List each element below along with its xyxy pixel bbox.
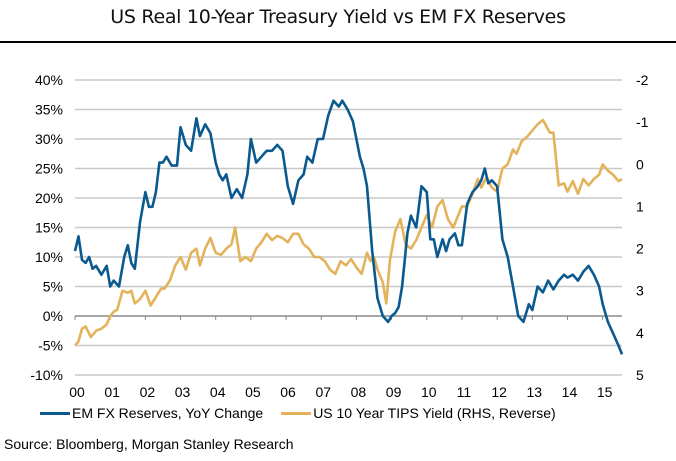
source-note: Source: Bloomberg, Morgan Stanley Resear…	[4, 436, 294, 452]
left-axis-tick-label: 0%	[43, 308, 63, 324]
legend-swatch-tips	[281, 411, 312, 415]
left-axis-tick-label: 15%	[35, 220, 63, 236]
title-divider	[0, 41, 676, 43]
right-axis-tick-label: 0	[636, 156, 644, 172]
left-axis-tick-label: 25%	[35, 161, 63, 177]
series-line-tips-yield	[74, 118, 623, 347]
series-line-em-fx-reserves	[73, 99, 624, 355]
x-axis-tick-label: 13	[527, 384, 543, 400]
x-axis-tick-label: 08	[351, 384, 367, 400]
legend-label-em-fx: EM FX Reserves, YoY Change	[72, 405, 264, 421]
x-axis-tick-label: 06	[280, 384, 296, 400]
right-axis-tick-label: 3	[636, 283, 644, 299]
left-axis-tick-label: -10%	[30, 367, 63, 383]
left-axis-tick-label: 40%	[35, 72, 63, 88]
x-axis-tick-label: 02	[140, 384, 156, 400]
right-axis-tick-label: 1	[636, 198, 644, 214]
legend: EM FX Reserves, YoY Change US 10 Year TI…	[40, 405, 574, 421]
chart-title: US Real 10-Year Treasury Yield vs EM FX …	[110, 6, 566, 28]
x-axis-tick-label: 10	[421, 384, 437, 400]
left-axis-tick-label: 30%	[35, 131, 63, 147]
right-axis-tick-label: -2	[636, 72, 649, 88]
x-axis-tick-label: 14	[562, 384, 578, 400]
x-axis-tick-label: 05	[245, 384, 261, 400]
legend-item-tips: US 10 Year TIPS Yield (RHS, Reverse)	[281, 405, 556, 421]
x-axis-tick-label: 04	[210, 384, 226, 400]
legend-label-tips: US 10 Year TIPS Yield (RHS, Reverse)	[313, 405, 556, 421]
x-axis-tick-label: 15	[597, 384, 613, 400]
x-axis-tick-label: 09	[386, 384, 402, 400]
x-axis-tick-label: 00	[69, 384, 85, 400]
right-axis-tick-label: -1	[636, 114, 649, 130]
right-axis-tick-label: 5	[636, 367, 644, 383]
right-axis-tick-label: 4	[636, 325, 644, 341]
left-axis-tick-label: 5%	[43, 279, 63, 295]
x-axis-tick-label: 01	[104, 384, 120, 400]
x-axis-tick-label: 07	[315, 384, 331, 400]
left-axis-tick-label: 35%	[35, 102, 63, 118]
x-axis-tick-label: 03	[175, 384, 191, 400]
left-axis-tick-label: 10%	[35, 249, 63, 265]
x-axis-tick-label: 11	[457, 384, 472, 400]
legend-swatch-em-fx	[40, 411, 70, 415]
x-axis-tick-label: 12	[491, 384, 507, 400]
left-axis-tick-label: -5%	[38, 338, 63, 354]
left-axis-tick-label: 20%	[35, 190, 63, 206]
legend-item-em-fx: EM FX Reserves, YoY Change	[40, 405, 263, 421]
right-axis-tick-label: 2	[636, 241, 644, 257]
